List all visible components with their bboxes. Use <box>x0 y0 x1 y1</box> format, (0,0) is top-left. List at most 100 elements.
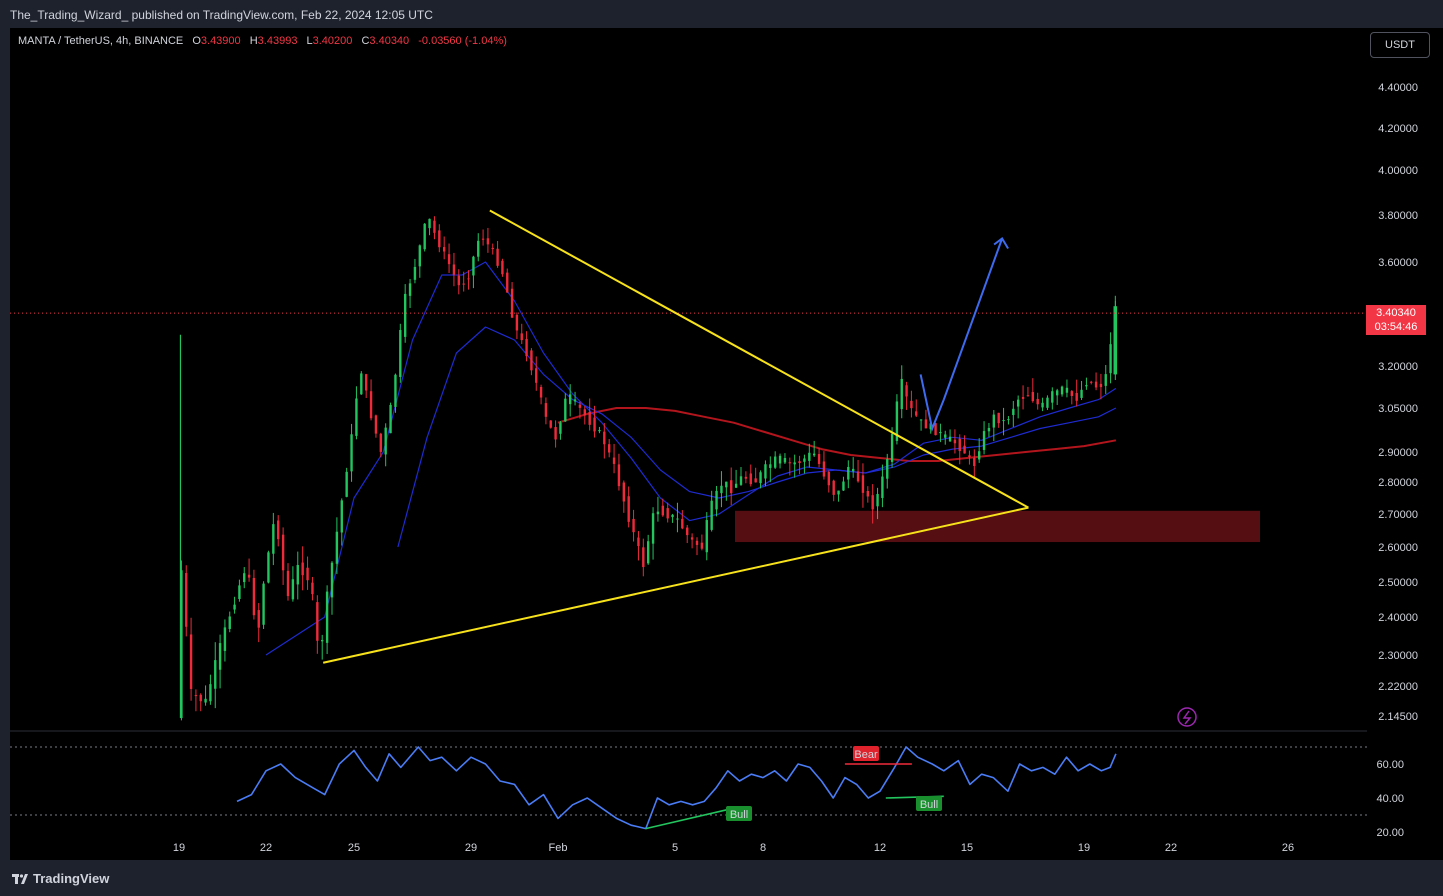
candle-body <box>987 427 991 432</box>
high-key: H <box>249 35 258 47</box>
candle-body <box>793 462 796 465</box>
candle-body <box>218 643 222 670</box>
rsi-line <box>236 746 1117 830</box>
candle-body <box>515 314 519 331</box>
top-bar: The_Trading_Wizard_ published on Trading… <box>0 0 1443 28</box>
candle-body <box>281 534 285 571</box>
candle-body <box>535 368 538 383</box>
candle-body <box>311 582 314 595</box>
candle-body <box>656 511 660 515</box>
candle-body <box>1046 397 1049 408</box>
candle-body <box>194 695 198 697</box>
candle-body <box>477 240 480 257</box>
bear-badge[interactable] <box>853 746 879 761</box>
candle-body <box>924 419 928 429</box>
candle-body <box>607 444 611 453</box>
candle-body <box>277 520 280 540</box>
candle-body <box>812 453 816 456</box>
candle-body <box>399 330 402 377</box>
candle-body <box>549 420 552 428</box>
candle-body <box>958 438 961 452</box>
candle-body <box>881 476 884 498</box>
candle-body <box>335 531 339 564</box>
close-value: 3.40340 <box>369 35 410 47</box>
candle-body <box>851 468 855 472</box>
candle-body <box>1021 397 1025 399</box>
candle-body <box>442 247 446 252</box>
candle-body <box>886 459 889 479</box>
candle-body <box>306 567 309 581</box>
candle-body <box>350 434 353 472</box>
candle-body <box>496 248 499 266</box>
candle-body <box>1031 392 1035 402</box>
candle-body <box>379 433 383 452</box>
price-axis-label: 2.30000 <box>1378 650 1418 662</box>
rsi-axis-label: 60.00 <box>1376 759 1404 771</box>
candle-body <box>948 436 952 442</box>
candle-body <box>447 254 451 265</box>
projection-arrow-lead[interactable] <box>919 374 945 432</box>
brand-label: TradingView <box>33 871 110 886</box>
candle-body <box>530 350 533 371</box>
candle-body <box>321 639 324 642</box>
tradingview-brand[interactable]: TradingView <box>12 871 109 886</box>
candle-body <box>593 417 596 432</box>
candle-body <box>798 461 801 464</box>
price-axis-label: 2.40000 <box>1378 612 1418 624</box>
candle-body <box>832 480 835 495</box>
candle-body <box>573 399 577 402</box>
candle-body <box>252 577 256 616</box>
candle-body <box>457 275 461 286</box>
candle-body <box>330 562 334 598</box>
candle-body <box>345 471 348 497</box>
candle-body <box>778 455 782 464</box>
chart-frame[interactable] <box>10 28 1443 860</box>
candle-body <box>462 283 465 285</box>
candle-body <box>578 404 582 408</box>
candle-body <box>199 694 202 702</box>
candle-body <box>554 427 557 440</box>
candle-body <box>895 401 899 441</box>
candle-body <box>238 585 241 600</box>
projection-arrow-head[interactable] <box>993 237 1009 250</box>
candle-body <box>739 476 743 485</box>
triangle-upper-trendline[interactable] <box>489 209 1029 509</box>
candle-body <box>603 431 606 445</box>
candle-body <box>715 490 718 510</box>
candle-body <box>355 398 358 436</box>
candle-body <box>1016 399 1020 407</box>
time-axis-label: 15 <box>961 842 973 854</box>
candle-body <box>769 464 772 468</box>
bull-badge[interactable] <box>916 796 942 811</box>
price-axis-label: 4.20000 <box>1378 123 1418 135</box>
currency-button[interactable]: USDT <box>1370 32 1430 58</box>
candle-body <box>939 431 942 434</box>
candle-body <box>1036 398 1039 405</box>
candle-body <box>686 527 689 536</box>
candle-body <box>583 409 587 416</box>
candle-body <box>369 391 373 419</box>
candle-body <box>871 495 874 510</box>
candle-body <box>204 698 207 703</box>
candle-body <box>1094 381 1098 388</box>
bull-badge[interactable] <box>726 806 752 821</box>
alert-lightning-icon[interactable] <box>1177 707 1197 727</box>
candle-body <box>403 293 407 337</box>
candle-body <box>866 491 870 497</box>
price-axis-label: 2.90000 <box>1378 447 1418 459</box>
candle-body <box>588 411 591 425</box>
candle-body <box>842 481 845 491</box>
demand-zone[interactable] <box>735 510 1260 543</box>
symbol-label[interactable]: MANTA / TetherUS, 4h, BINANCE <box>18 35 184 47</box>
projection-arrow-line[interactable] <box>942 238 1004 400</box>
candle-body <box>539 386 543 398</box>
candle-body <box>749 473 752 485</box>
candle-body <box>910 400 913 409</box>
candle-body <box>340 500 343 533</box>
candle-body <box>1070 391 1074 396</box>
candle-body <box>617 464 621 487</box>
triangle-lower-trendline[interactable] <box>322 506 1029 664</box>
candle-body <box>919 419 923 421</box>
candle-body <box>642 547 645 568</box>
